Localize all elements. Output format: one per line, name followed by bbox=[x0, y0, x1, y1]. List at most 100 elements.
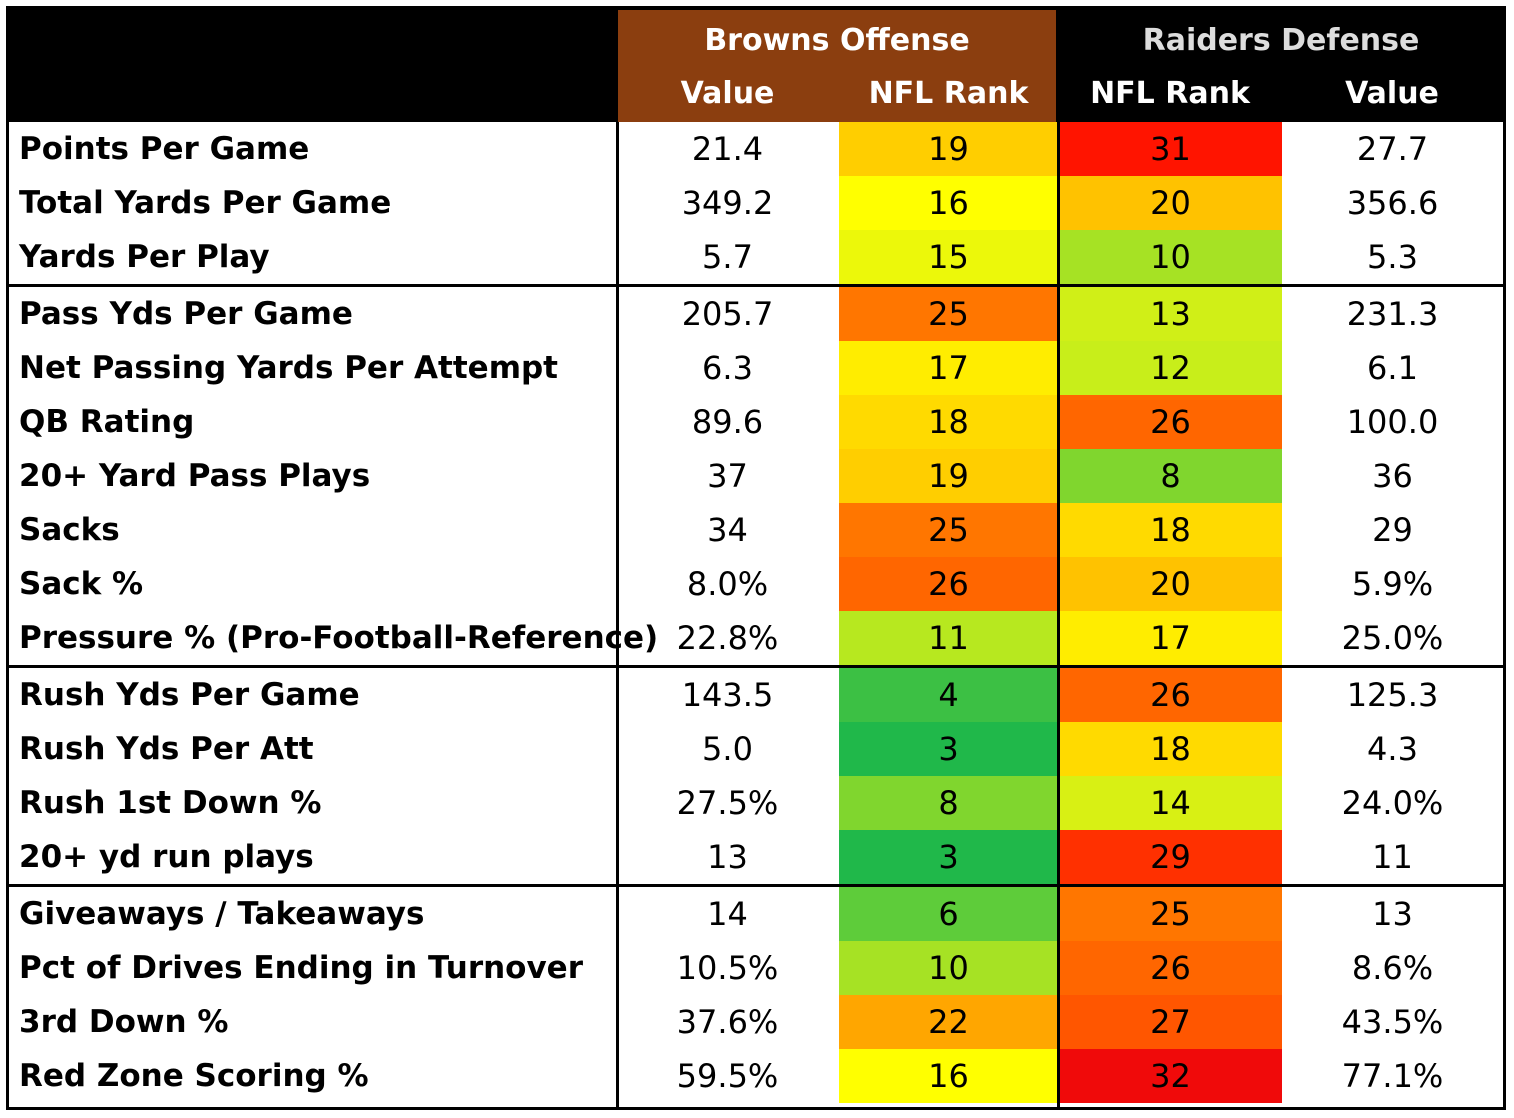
raiders-value-cell: 356.6 bbox=[1346, 184, 1439, 222]
raiders-value-cell: 43.5% bbox=[1341, 1003, 1444, 1041]
raiders-rank-cell: 13 bbox=[1059, 287, 1282, 341]
browns-rank-cell: 19 bbox=[839, 122, 1058, 176]
raiders-rank-cell: 17 bbox=[1059, 611, 1282, 665]
metric-label-cell: Giveaways / Takeaways bbox=[19, 896, 425, 932]
metric-label-cell: 3rd Down % bbox=[19, 1004, 229, 1040]
table-row: 3rd Down % 37.6% 22 27 43.5% bbox=[6, 995, 1506, 1049]
browns-value-cell: 37 bbox=[707, 457, 748, 495]
browns-value-cell: 8.0% bbox=[686, 565, 769, 603]
raiders-rank-cell: 25 bbox=[1059, 887, 1282, 941]
metric-label-cell: Rush Yds Per Game bbox=[19, 677, 360, 713]
browns-rank-cell: 18 bbox=[839, 395, 1058, 449]
raiders-rank-cell: 26 bbox=[1059, 395, 1282, 449]
raiders-rank-cell: 29 bbox=[1059, 830, 1282, 884]
browns-rank-header: NFL Rank bbox=[868, 76, 1029, 111]
raiders-value-cell: 4.3 bbox=[1367, 730, 1418, 768]
table-row: Rush Yds Per Game 143.5 4 26 125.3 bbox=[6, 668, 1506, 722]
browns-value-cell: 143.5 bbox=[681, 676, 774, 714]
browns-value-cell: 27.5% bbox=[676, 784, 779, 822]
table-row: Sacks 34 25 18 29 bbox=[6, 503, 1506, 557]
browns-rank-cell: 19 bbox=[839, 449, 1058, 503]
raiders-value-cell: 5.9% bbox=[1351, 565, 1434, 603]
browns-rank-cell: 6 bbox=[839, 887, 1058, 941]
browns-rank-cell: 3 bbox=[839, 830, 1058, 884]
raiders-value-cell: 25.0% bbox=[1341, 619, 1444, 657]
raiders-value-cell: 125.3 bbox=[1346, 676, 1439, 714]
browns-value-cell: 14 bbox=[707, 895, 748, 933]
raiders-rank-cell: 18 bbox=[1059, 722, 1282, 776]
raiders-rank-cell: 26 bbox=[1059, 668, 1282, 722]
group-separator bbox=[6, 884, 1506, 887]
metric-label-cell: QB Rating bbox=[19, 404, 195, 440]
metric-label-cell: Pressure % (Pro-Football-Reference) bbox=[19, 620, 659, 656]
browns-value-cell: 89.6 bbox=[691, 403, 764, 441]
browns-rank-cell: 11 bbox=[839, 611, 1058, 665]
raiders-rank-cell: 12 bbox=[1059, 341, 1282, 395]
table-row: Points Per Game 21.4 19 31 27.7 bbox=[6, 122, 1506, 176]
metric-label-cell: 20+ Yard Pass Plays bbox=[19, 458, 371, 494]
raiders-rank-cell: 14 bbox=[1059, 776, 1282, 830]
raiders-rank-cell: 10 bbox=[1059, 230, 1282, 284]
raiders-value-cell: 8.6% bbox=[1351, 949, 1434, 987]
metric-label-cell: Net Passing Yards Per Attempt bbox=[19, 350, 559, 386]
metric-label-cell: Points Per Game bbox=[19, 131, 310, 167]
metric-label-cell: Rush Yds Per Att bbox=[19, 731, 314, 767]
metric-label-cell: Total Yards Per Game bbox=[19, 185, 392, 221]
raiders-rank-cell: 18 bbox=[1059, 503, 1282, 557]
raiders-rank-cell: 32 bbox=[1059, 1049, 1282, 1103]
browns-value-cell: 37.6% bbox=[676, 1003, 779, 1041]
browns-rank-cell: 4 bbox=[839, 668, 1058, 722]
browns-value-cell: 10.5% bbox=[676, 949, 779, 987]
browns-rank-cell: 26 bbox=[839, 557, 1058, 611]
browns-value-cell: 34 bbox=[707, 511, 748, 549]
browns-value-cell: 5.7 bbox=[702, 238, 753, 276]
table-row: QB Rating 89.6 18 26 100.0 bbox=[6, 395, 1506, 449]
raiders-rank-cell: 20 bbox=[1059, 176, 1282, 230]
raiders-value-cell: 24.0% bbox=[1341, 784, 1444, 822]
raiders-value-cell: 13 bbox=[1372, 895, 1413, 933]
raiders-value-cell: 11 bbox=[1372, 838, 1413, 876]
raiders-value-cell: 231.3 bbox=[1346, 295, 1439, 333]
browns-offense-header: Browns Offense Value NFL Rank bbox=[618, 10, 1056, 122]
metric-label-cell: Sacks bbox=[19, 512, 120, 548]
table-row: Red Zone Scoring % 59.5% 16 32 77.1% bbox=[6, 1049, 1506, 1103]
browns-rank-cell: 8 bbox=[839, 776, 1058, 830]
table-row: Pct of Drives Ending in Turnover 10.5% 10 2… bbox=[6, 941, 1506, 995]
stats-comparison-table: Browns Offense Value NFL Rank Raiders De… bbox=[6, 6, 1506, 1110]
raiders-value-cell: 5.3 bbox=[1367, 238, 1418, 276]
metric-label-cell: Red Zone Scoring % bbox=[19, 1058, 369, 1094]
browns-value-cell: 5.0 bbox=[702, 730, 753, 768]
raiders-rank-cell: 27 bbox=[1059, 995, 1282, 1049]
table-header: Browns Offense Value NFL Rank Raiders De… bbox=[6, 6, 1506, 122]
table-row: Pass Yds Per Game 205.7 25 13 231.3 bbox=[6, 287, 1506, 341]
browns-rank-cell: 22 bbox=[839, 995, 1058, 1049]
raiders-value-cell: 27.7 bbox=[1356, 130, 1429, 168]
table-row: 20+ Yard Pass Plays 37 19 8 36 bbox=[6, 449, 1506, 503]
table-row: Rush 1st Down % 27.5% 8 14 24.0% bbox=[6, 776, 1506, 830]
table-row: Giveaways / Takeaways 14 6 25 13 bbox=[6, 887, 1506, 941]
browns-value-cell: 22.8% bbox=[676, 619, 779, 657]
raiders-rank-cell: 31 bbox=[1059, 122, 1282, 176]
raiders-value-cell: 6.1 bbox=[1367, 349, 1418, 387]
raiders-value-cell: 77.1% bbox=[1341, 1057, 1444, 1095]
browns-rank-cell: 15 bbox=[839, 230, 1058, 284]
table-row: Pressure % (Pro-Football-Reference) 22.8%… bbox=[6, 611, 1506, 665]
browns-rank-cell: 17 bbox=[839, 341, 1058, 395]
raiders-value-header: Value bbox=[1345, 76, 1439, 111]
metric-label-cell: Pct of Drives Ending in Turnover bbox=[19, 950, 583, 986]
browns-rank-cell: 16 bbox=[839, 1049, 1058, 1103]
group-separator bbox=[6, 284, 1506, 287]
table-row: Net Passing Yards Per Attempt 6.3 17 12 6.1 bbox=[6, 341, 1506, 395]
browns-value-cell: 205.7 bbox=[681, 295, 774, 333]
table-row: Total Yards Per Game 349.2 16 20 356.6 bbox=[6, 176, 1506, 230]
browns-rank-cell: 10 bbox=[839, 941, 1058, 995]
metric-label-cell: Pass Yds Per Game bbox=[19, 296, 353, 332]
browns-offense-title: Browns Offense bbox=[704, 23, 970, 58]
metric-label-cell: Rush 1st Down % bbox=[19, 785, 322, 821]
raiders-rank-cell: 26 bbox=[1059, 941, 1282, 995]
browns-value-header: Value bbox=[680, 76, 775, 111]
browns-value-cell: 6.3 bbox=[702, 349, 753, 387]
metric-label-cell: 20+ yd run plays bbox=[19, 839, 314, 875]
raiders-value-cell: 36 bbox=[1372, 457, 1413, 495]
table-row: Sack % 8.0% 26 20 5.9% bbox=[6, 557, 1506, 611]
